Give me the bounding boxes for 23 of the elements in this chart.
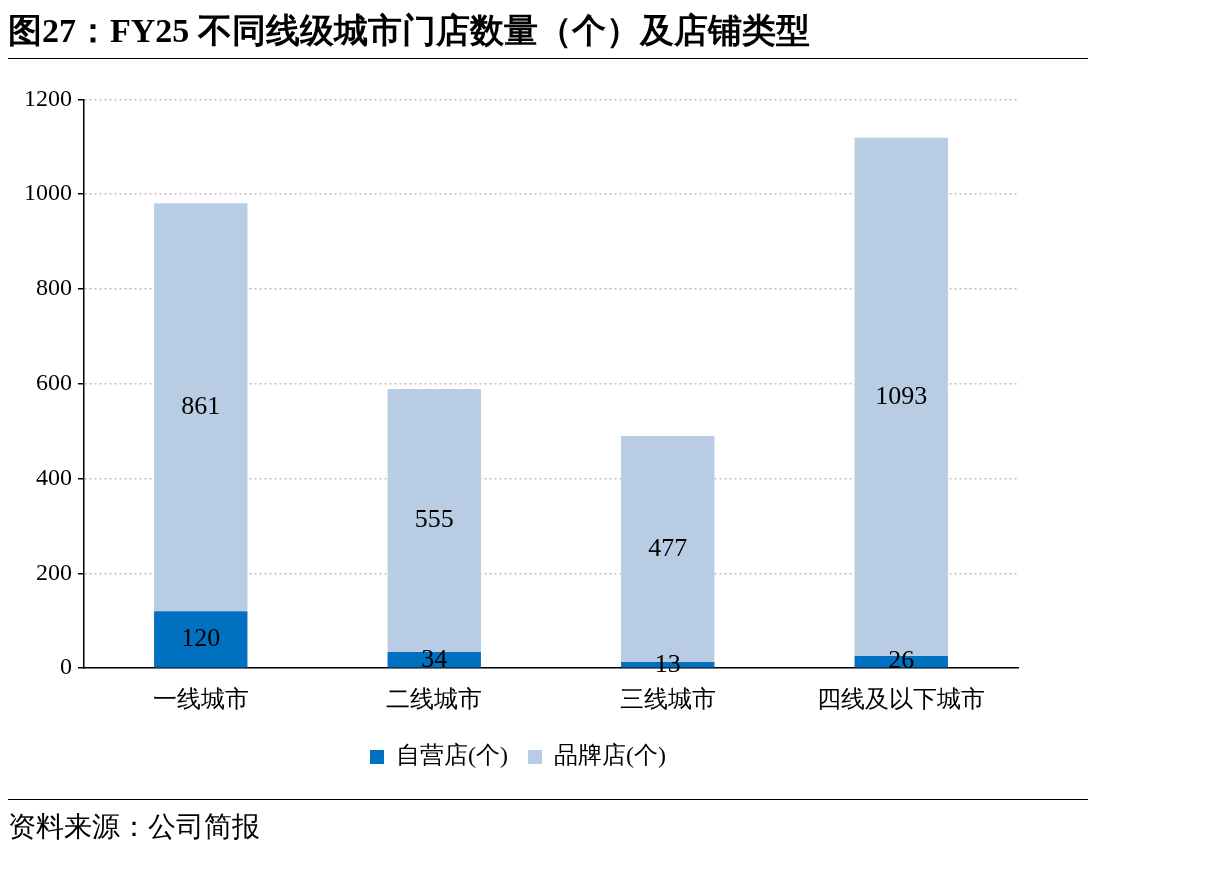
y-tick-label: 0 — [60, 653, 72, 680]
data-label: 861 — [181, 391, 221, 421]
data-label: 120 — [181, 623, 221, 653]
x-tick-label: 四线及以下城市 — [817, 685, 986, 712]
data-label: 555 — [414, 504, 454, 534]
data-label: 477 — [648, 532, 688, 562]
bar — [154, 611, 248, 668]
data-label: 34 — [421, 643, 448, 673]
y-tick-label: 600 — [36, 369, 72, 396]
data-label: 1093 — [875, 380, 928, 410]
x-tick-label: 二线城市 — [386, 685, 483, 712]
y-tick-label: 1200 — [24, 84, 72, 111]
legend-label: 自营店(个) — [396, 742, 508, 769]
x-tick-label: 一线城市 — [152, 685, 249, 712]
bar — [154, 203, 248, 612]
y-tick-label: 200 — [36, 558, 72, 585]
chart-title: 图27：FY25 不同线级城市门店数量（个）及店铺类型 — [8, 8, 1088, 59]
y-tick-label: 1000 — [24, 179, 72, 206]
x-tick-label: 三线城市 — [619, 685, 716, 712]
text: 资料来源：公司简报 — [8, 810, 261, 844]
y-tick-label: 400 — [36, 463, 72, 490]
legend-label: 品牌店(个) — [554, 742, 666, 769]
y-tick-label: 800 — [36, 274, 72, 301]
